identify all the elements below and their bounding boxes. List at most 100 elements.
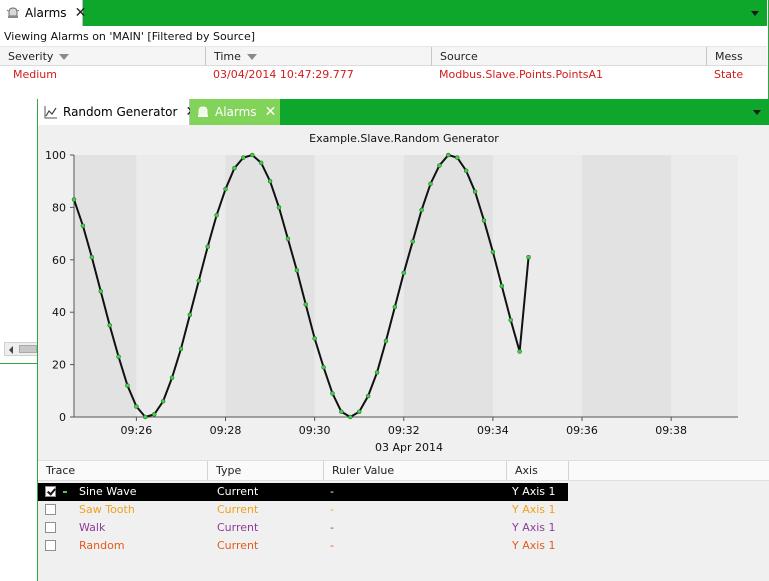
x-axis-label: 03 Apr 2014 bbox=[375, 441, 443, 454]
trace-visible-checkbox[interactable] bbox=[45, 486, 56, 497]
data-point bbox=[365, 393, 371, 399]
y-tick-label: 60 bbox=[52, 254, 66, 267]
data-point bbox=[481, 218, 487, 223]
trace-type: Current bbox=[217, 485, 259, 498]
trace-name: Saw Tooth bbox=[79, 503, 135, 516]
column-source[interactable]: Source bbox=[432, 47, 707, 66]
grid-band bbox=[582, 155, 672, 417]
alarms-filter-caption: Viewing Alarms on 'MAIN' [Filtered by So… bbox=[4, 30, 256, 43]
tab-list-dropdown-icon[interactable] bbox=[751, 11, 759, 16]
horizontal-scrollbar[interactable] bbox=[4, 342, 38, 356]
chart-icon bbox=[44, 105, 58, 119]
x-tick-label: 09:38 bbox=[655, 424, 687, 437]
x-axis: 09:26 09:28 09:30 09:32 09:34 09:36 09:38 bbox=[121, 417, 687, 437]
column-ruler-value[interactable]: Ruler Value bbox=[324, 461, 507, 480]
data-point bbox=[410, 239, 415, 244]
data-point bbox=[116, 354, 121, 359]
column-severity[interactable]: Severity bbox=[0, 47, 206, 66]
data-point bbox=[330, 391, 335, 396]
trace-row[interactable]: Walk Current - Y Axis 1 bbox=[38, 519, 568, 537]
data-point bbox=[356, 409, 362, 415]
data-point bbox=[232, 165, 237, 171]
data-point bbox=[89, 254, 95, 260]
data-point bbox=[267, 178, 273, 184]
tab-alarms-label: Alarms bbox=[25, 6, 67, 20]
data-point bbox=[312, 336, 317, 341]
data-point bbox=[71, 197, 77, 202]
data-point bbox=[374, 370, 380, 375]
close-icon[interactable]: ✕ bbox=[264, 104, 277, 120]
data-point bbox=[339, 409, 344, 415]
tab-alarms[interactable]: Alarms ✕ bbox=[0, 0, 86, 26]
data-point bbox=[196, 278, 202, 284]
column-type[interactable]: Type bbox=[208, 461, 324, 480]
grid-band bbox=[403, 155, 493, 417]
sort-arrow-icon bbox=[246, 54, 257, 60]
trace-type: Current bbox=[217, 503, 259, 516]
y-axis: 0 20 40 60 80 100 bbox=[45, 149, 74, 424]
trace-row[interactable]: Sine Wave Current - Y Axis 1 bbox=[38, 483, 568, 501]
column-axis[interactable]: Axis bbox=[507, 461, 569, 480]
x-tick-label: 09:28 bbox=[210, 424, 242, 437]
data-point bbox=[143, 414, 148, 420]
y-tick-label: 100 bbox=[45, 149, 66, 162]
chart-svg[interactable]: Example.Slave.Random Generator 0 20 40 60 80… bbox=[38, 125, 769, 458]
trace-axis: Y Axis 1 bbox=[512, 539, 556, 552]
trace-name: Sine Wave bbox=[79, 485, 137, 498]
data-point bbox=[250, 152, 255, 158]
column-time-label: Time bbox=[214, 50, 241, 63]
trace-type: Current bbox=[217, 521, 259, 534]
trace-name: Random bbox=[79, 539, 125, 552]
data-point bbox=[294, 268, 300, 273]
alarm-bell-icon bbox=[6, 6, 20, 20]
scrollbar-thumb[interactable] bbox=[19, 345, 37, 353]
chart-grid-bands bbox=[74, 155, 738, 417]
data-point bbox=[428, 181, 433, 187]
data-point bbox=[348, 414, 353, 420]
scroll-left-icon[interactable] bbox=[9, 346, 13, 354]
data-point bbox=[303, 302, 308, 307]
close-icon[interactable]: ✕ bbox=[74, 5, 87, 21]
column-time[interactable]: Time bbox=[206, 47, 432, 66]
trace-visible-checkbox[interactable] bbox=[45, 504, 56, 515]
y-tick-label: 20 bbox=[52, 359, 66, 372]
tab-alarms-2[interactable]: Alarms ✕ bbox=[190, 99, 281, 125]
trace-visible-checkbox[interactable] bbox=[45, 540, 56, 551]
column-message[interactable]: Mess bbox=[707, 47, 767, 66]
trend-tab-bar: Random Generator ✕ Alarms ✕ bbox=[38, 99, 769, 125]
data-point bbox=[241, 155, 246, 160]
column-trace[interactable]: Trace bbox=[38, 461, 208, 480]
trace-visible-checkbox[interactable] bbox=[45, 522, 56, 533]
y-tick-label: 40 bbox=[52, 306, 66, 319]
tab-list-dropdown-icon[interactable] bbox=[753, 110, 761, 115]
data-point bbox=[205, 244, 210, 249]
column-source-label: Source bbox=[440, 50, 478, 63]
data-point bbox=[419, 207, 424, 213]
data-point bbox=[437, 163, 442, 168]
data-point bbox=[214, 213, 219, 218]
chart-title: Example.Slave.Random Generator bbox=[309, 132, 499, 145]
x-tick-label: 09:36 bbox=[566, 424, 598, 437]
data-point bbox=[276, 205, 282, 210]
trace-ruler-value: - bbox=[330, 539, 334, 552]
series-layer bbox=[71, 152, 531, 420]
trend-chart[interactable]: Example.Slave.Random Generator 0 20 40 60 80… bbox=[38, 125, 769, 458]
trace-row[interactable]: Random Current - Y Axis 1 bbox=[38, 537, 568, 555]
data-point bbox=[499, 283, 505, 289]
trend-window: Random Generator ✕ Alarms ✕ Example.Slav… bbox=[37, 99, 769, 581]
data-point bbox=[321, 364, 326, 370]
alarm-severity: Medium bbox=[13, 68, 57, 81]
trace-row[interactable]: Saw Tooth Current - Y Axis 1 bbox=[38, 501, 568, 519]
data-point bbox=[463, 168, 469, 173]
alarms-tab-bar: Alarms ✕ bbox=[0, 0, 767, 26]
data-point bbox=[526, 254, 531, 260]
data-point bbox=[490, 249, 496, 255]
tab-random-generator[interactable]: Random Generator ✕ bbox=[38, 99, 197, 125]
trace-ruler-value: - bbox=[330, 485, 334, 498]
data-point bbox=[125, 383, 130, 388]
data-point bbox=[187, 312, 193, 318]
sort-arrow-icon bbox=[59, 54, 70, 60]
data-point bbox=[178, 346, 184, 352]
trace-table-header: Trace Type Ruler Value Axis bbox=[38, 460, 769, 481]
data-point bbox=[472, 189, 478, 194]
